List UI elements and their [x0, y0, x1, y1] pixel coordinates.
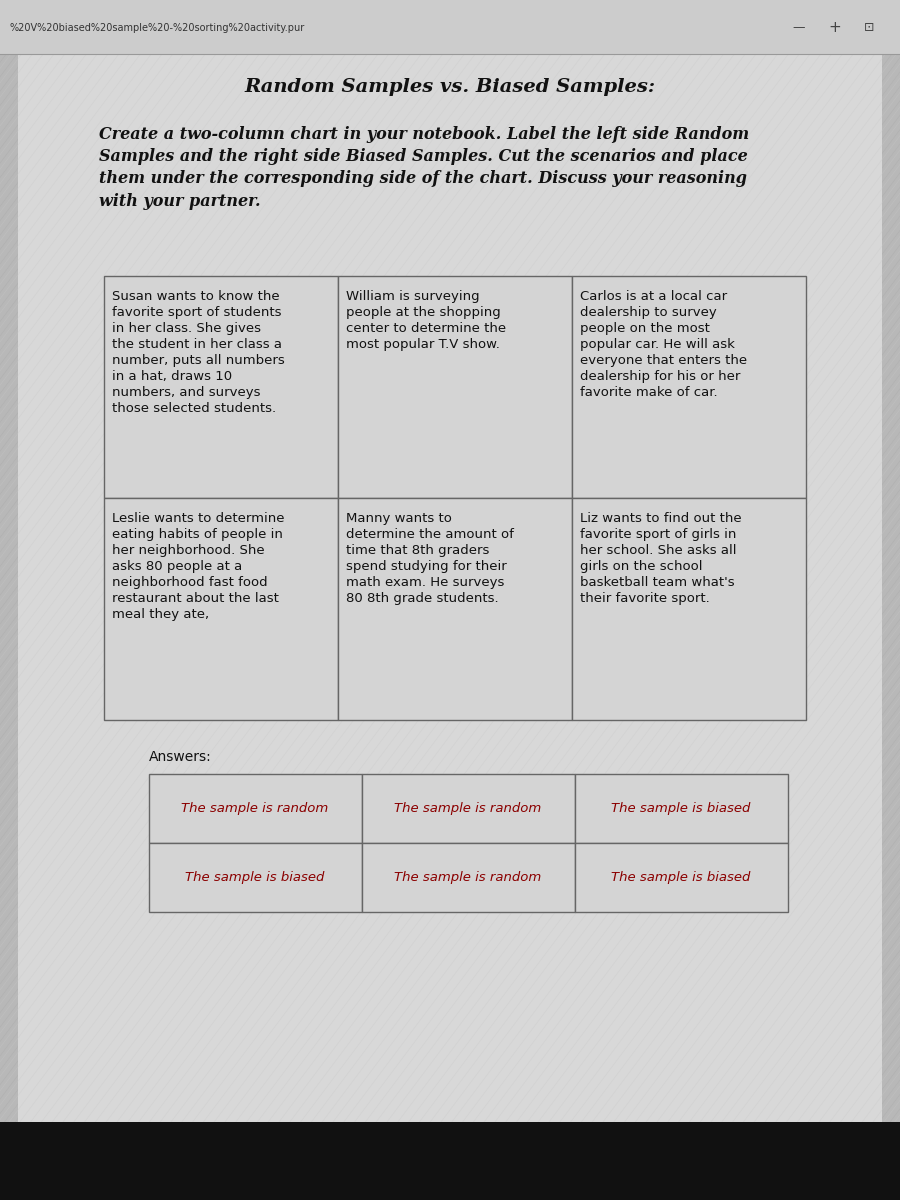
Text: The sample is biased: The sample is biased: [611, 871, 751, 884]
Text: —: —: [792, 22, 805, 34]
Text: Answers:: Answers:: [148, 750, 211, 764]
Text: Liz wants to find out the
favorite sport of girls in
her school. She asks all
gi: Liz wants to find out the favorite sport…: [580, 512, 742, 606]
Text: Carlos is at a local car
dealership to survey
people on the most
popular car. He: Carlos is at a local car dealership to s…: [580, 290, 748, 400]
Bar: [338, 498, 572, 720]
Text: Manny wants to
determine the amount of
time that 8th graders
spend studying for : Manny wants to determine the amount of t…: [346, 512, 515, 606]
Bar: [148, 842, 362, 912]
Text: The sample is random: The sample is random: [182, 802, 328, 815]
Bar: [362, 842, 574, 912]
Bar: [148, 774, 362, 842]
Text: William is surveying
people at the shopping
center to determine the
most popular: William is surveying people at the shopp…: [346, 290, 507, 352]
Text: Leslie wants to determine
eating habits of people in
her neighborhood. She
asks : Leslie wants to determine eating habits …: [112, 512, 285, 622]
Text: Susan wants to know the
favorite sport of students
in her class. She gives
the s: Susan wants to know the favorite sport o…: [112, 290, 285, 415]
Bar: [362, 774, 574, 842]
Text: +: +: [828, 20, 841, 35]
Bar: [104, 276, 338, 498]
Text: The sample is random: The sample is random: [394, 802, 542, 815]
Text: %20V%20biased%20sample%20-%20sorting%20activity.pur: %20V%20biased%20sample%20-%20sorting%20a…: [9, 23, 304, 32]
Bar: [572, 276, 806, 498]
Bar: [574, 774, 788, 842]
Bar: [104, 498, 338, 720]
Bar: [0, 1122, 900, 1200]
Text: The sample is random: The sample is random: [394, 871, 542, 884]
Bar: [574, 842, 788, 912]
Bar: [338, 276, 572, 498]
Bar: [572, 498, 806, 720]
Text: Random Samples vs. Biased Samples:: Random Samples vs. Biased Samples:: [245, 78, 655, 96]
Text: The sample is biased: The sample is biased: [611, 802, 751, 815]
Text: ⊡: ⊡: [864, 22, 875, 34]
Text: Create a two-column chart in your notebook. Label the left side Random
Samples a: Create a two-column chart in your notebo…: [99, 126, 749, 210]
Text: The sample is biased: The sample is biased: [185, 871, 325, 884]
Bar: [0, 0, 900, 54]
